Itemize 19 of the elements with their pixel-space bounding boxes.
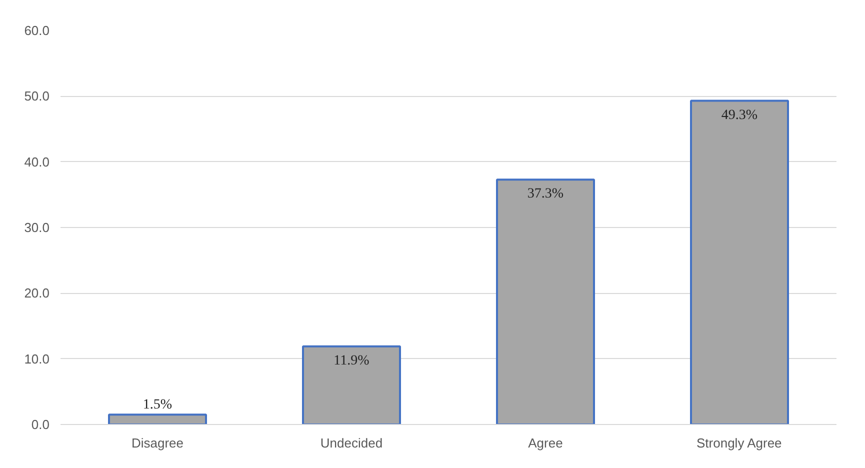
y-tick-label: 50.0	[24, 88, 50, 104]
bar	[496, 178, 595, 424]
x-tick-label: Agree	[528, 436, 563, 450]
y-tick-label: 20.0	[24, 286, 50, 301]
data-label: 37.3%	[527, 186, 564, 202]
data-label: 49.3%	[721, 108, 758, 123]
bar	[690, 100, 789, 424]
y-tick-label: 60.0	[24, 23, 50, 38]
x-tick-label: Disagree	[131, 436, 184, 450]
data-label: 11.9%	[334, 353, 370, 368]
data-label: 1.5%	[142, 398, 172, 413]
x-tick-label: Strongly Agree	[696, 436, 782, 450]
y-tick-label: 30.0	[24, 220, 50, 235]
y-tick-label: 10.0	[24, 351, 50, 366]
bar	[108, 414, 207, 424]
bar	[302, 345, 401, 424]
y-tick-label: 0.0	[31, 417, 50, 432]
x-tick-label: Undecided	[320, 436, 383, 450]
y-tick-label: 40.0	[24, 154, 50, 170]
